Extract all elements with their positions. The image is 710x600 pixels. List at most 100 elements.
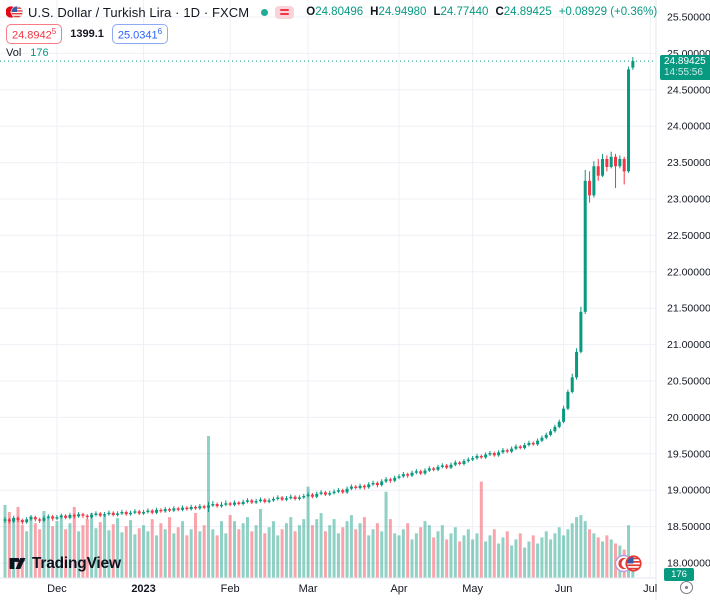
price-tick-label: 23.50000 (667, 157, 710, 169)
candle-body (159, 509, 163, 512)
time-axis-label: Dec (47, 583, 67, 595)
candle-body (557, 421, 561, 427)
price-tick-label: 24.00000 (667, 121, 710, 133)
instrument-pair-logos-icon (615, 554, 642, 573)
tradingview-watermark[interactable]: TradingView (8, 554, 121, 573)
candle-body (401, 474, 405, 477)
candle-body (410, 472, 414, 476)
volume-bar (16, 506, 20, 578)
candle-body (263, 499, 267, 502)
volume-bar (423, 521, 427, 578)
volume-bar (72, 506, 76, 578)
candle-body (181, 507, 185, 510)
low-value: 24.77440 (440, 6, 489, 18)
volume-bar (55, 521, 59, 578)
symbol-title[interactable]: U.S. Dollar / Turkish Lira · 1D · FXCM (28, 4, 250, 20)
candle-body (436, 466, 440, 470)
volume-bar (241, 523, 245, 578)
candle-body (544, 434, 548, 438)
volume-bar (3, 504, 7, 578)
volume-bar (250, 531, 254, 578)
candle-body (124, 512, 128, 515)
candle-body (245, 500, 249, 502)
volume-bar (172, 533, 176, 578)
candle-body (20, 520, 24, 523)
volume-bar (163, 529, 167, 578)
price-axis[interactable] (656, 0, 710, 578)
price-tick-label: 23.00000 (667, 194, 710, 206)
volume-bar (267, 527, 271, 578)
volume-bar (544, 531, 548, 578)
candle-body (232, 502, 236, 505)
candle-body (59, 515, 63, 518)
volume-bar (354, 529, 358, 578)
candle-body (133, 511, 137, 513)
candle-body (388, 479, 392, 481)
volume-bar (12, 519, 16, 578)
candle-body (315, 493, 319, 497)
candle-body (137, 511, 141, 514)
price-tick-label: 19.50000 (667, 448, 710, 460)
volume-bar (133, 534, 137, 578)
buy-price-button[interactable]: 25.03416 (111, 24, 169, 44)
candle-body (215, 504, 219, 507)
candle-body (328, 493, 332, 495)
time-axis-label: 2023 (131, 583, 155, 595)
volume-bar (155, 535, 159, 578)
time-axis-label: Jun (555, 583, 573, 595)
volume-bar (557, 527, 561, 578)
volume-bar (159, 523, 163, 578)
candle-body (228, 503, 232, 505)
time-axis[interactable] (0, 578, 656, 600)
candle-body (302, 496, 306, 498)
candle-body (583, 180, 587, 312)
volume-bar (358, 523, 362, 578)
candle-body (479, 455, 483, 458)
volume-bar (181, 521, 185, 578)
candle-body (198, 506, 202, 509)
candle-body (570, 377, 574, 392)
volume-bar (211, 529, 215, 578)
currency-pair-icon (6, 5, 23, 19)
candle-body (116, 513, 120, 515)
volume-bar (276, 535, 280, 578)
volume-bar (575, 517, 579, 578)
price-tick-label: 18.00000 (667, 558, 710, 570)
volume-bar (523, 547, 527, 578)
candle-body (297, 497, 301, 499)
candle-body (531, 442, 535, 445)
candle-body (103, 514, 107, 516)
candle-body (168, 509, 172, 511)
candle-body (527, 442, 531, 446)
volume-bar (410, 539, 414, 578)
volume-bar (302, 519, 306, 578)
candle-body (354, 486, 358, 489)
candle-body (514, 446, 518, 449)
axis-settings-gear-icon[interactable] (680, 581, 693, 594)
candle-body (189, 506, 193, 510)
volume-bar (514, 539, 518, 578)
volume-bar (445, 539, 449, 578)
volume-bar (596, 537, 600, 578)
candle-body (72, 514, 76, 517)
volume-bar (380, 531, 384, 578)
candle-body (306, 494, 310, 497)
sell-price-button[interactable]: 24.89425 (6, 24, 63, 44)
time-axis-label: Jul (643, 583, 657, 595)
candle-body (605, 158, 609, 167)
candle-body (549, 431, 553, 435)
volume-bar (64, 529, 68, 578)
volume-bar (185, 535, 189, 578)
volume-bar (51, 526, 55, 578)
volume-bar (388, 519, 392, 578)
volume-bar (484, 541, 488, 578)
candle-body (380, 481, 384, 486)
candle-body (85, 515, 89, 518)
flag-list-icon[interactable] (275, 5, 295, 19)
volume-bar (46, 518, 50, 578)
candle-body (271, 498, 275, 501)
candle-body (142, 512, 146, 514)
candle-body (332, 491, 336, 494)
high-value: 24.94980 (378, 6, 427, 18)
